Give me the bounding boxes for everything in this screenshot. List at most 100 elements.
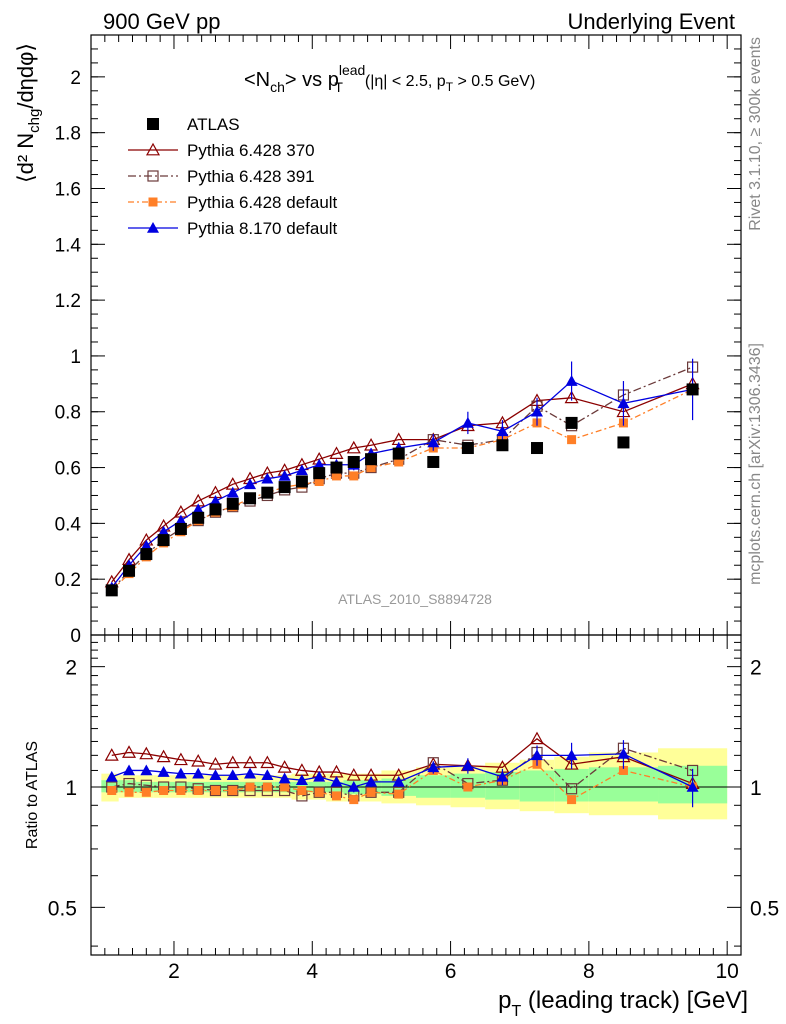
data-point-atlas	[209, 503, 222, 516]
ratio-y-axis-label: Ratio to ATLAS	[24, 741, 41, 849]
series-line-p370	[111, 383, 693, 583]
ratio-point-p8	[261, 769, 274, 781]
ratio-point-p370	[529, 731, 545, 745]
legend-label: Pythia 6.428 370	[187, 141, 315, 160]
data-point-p6def	[314, 477, 324, 487]
ratio-series-p6def	[107, 759, 698, 805]
ratio-frame	[90, 634, 742, 956]
ratio-point-p6def	[159, 786, 169, 796]
legend-item-p6def: Pythia 6.428 default	[128, 193, 338, 212]
data-point-atlas	[261, 486, 274, 499]
data-point-p8	[427, 436, 440, 448]
data-point-p6def	[366, 463, 376, 473]
y-tick-label: 0.8	[55, 403, 81, 424]
data-point-atlas	[686, 383, 699, 396]
data-point-p8	[461, 416, 474, 428]
ratio-y-tick-label-right: 2	[750, 657, 762, 680]
ratio-point-p370	[225, 755, 240, 769]
series-p6def	[107, 384, 698, 595]
ratio-y-tick-label: 2	[65, 657, 77, 680]
ratio-point-p370	[104, 748, 119, 761]
band-inner-rect	[519, 770, 555, 802]
plot-title: <Nch> vs plead T (|η| < 2.5, pT > 0.5 GeV)	[244, 62, 535, 95]
ratio-point-p6def	[366, 787, 376, 797]
data-point-atlas	[531, 442, 544, 455]
data-point-p6def	[567, 435, 577, 445]
y-tick-label: 0.4	[55, 514, 82, 535]
ratio-point-p8	[313, 770, 326, 782]
legend-label: Pythia 8.170 default	[187, 219, 338, 238]
ratio-point-p6def	[314, 787, 324, 797]
ratio-point-p8	[140, 764, 153, 776]
ratio-y-tick-label: 0.5	[48, 897, 77, 920]
ratio-point-p370	[122, 745, 137, 758]
data-point-atlas	[123, 564, 136, 577]
legend-item-p8: Pythia 8.170 default	[128, 219, 338, 238]
series-p370	[104, 376, 700, 588]
ratio-point-p6def	[245, 782, 255, 792]
ratio-point-p8	[105, 770, 118, 782]
header-left: 900 GeV pp	[103, 9, 220, 34]
data-point-p8	[496, 425, 509, 437]
data-point-atlas	[278, 481, 291, 494]
series-line-p391	[111, 366, 693, 591]
ratio-series-p8	[105, 740, 699, 808]
y-tick-label: 1.2	[55, 291, 81, 312]
data-point-p8	[140, 539, 153, 551]
data-point-atlas	[496, 439, 509, 452]
ratio-point-p6def	[262, 782, 272, 792]
ratio-point-p6def	[349, 795, 359, 805]
y-tick-label: 0.6	[55, 459, 81, 480]
data-point-p8	[261, 472, 274, 484]
data-point-atlas	[565, 416, 578, 429]
ratio-point-p6def	[297, 786, 307, 796]
ratio-point-p370	[277, 760, 292, 773]
ratio-point-p8	[531, 749, 544, 761]
x-tick-label: 10	[715, 960, 738, 983]
x-axis-label: pT (leading track) [GeV]	[498, 987, 748, 1020]
y-tick-label: 1.4	[55, 235, 82, 256]
ratio-point-p8	[427, 761, 440, 773]
legend-marker	[147, 170, 159, 182]
data-point-atlas	[192, 511, 205, 524]
x-tick-label: 4	[306, 960, 318, 983]
data-point-atlas	[157, 534, 170, 547]
legend-marker	[145, 142, 161, 156]
y-tick-label: 2	[70, 68, 81, 89]
ratio-point-p8	[565, 749, 578, 761]
data-point-p8	[157, 525, 170, 537]
ratio-y-tick-label: 1	[65, 777, 77, 800]
data-point-atlas	[347, 455, 360, 468]
legend: ATLAS Pythia 6.428 370 Pythia 6.428 391 Pyt…	[128, 115, 338, 238]
legend-label: Pythia 6.428 default	[187, 193, 338, 212]
data-point-atlas	[392, 447, 405, 460]
legend-marker	[147, 222, 159, 233]
data-point-p8	[226, 486, 239, 498]
data-point-p8	[209, 495, 222, 506]
ratio-point-p8	[123, 764, 136, 776]
ratio-y-tick-label-right: 1	[750, 777, 762, 800]
header-right: Underlying Event	[567, 9, 735, 34]
ratio-point-p8	[209, 769, 222, 781]
y-tick-label: 0	[70, 626, 81, 647]
ratio-point-p370	[173, 752, 188, 766]
series-line-p6def	[111, 388, 693, 591]
ratio-point-p6def	[463, 782, 473, 792]
data-point-p6def	[349, 471, 359, 481]
data-point-p370	[346, 440, 361, 454]
data-point-atlas	[295, 475, 308, 488]
data-point-atlas	[226, 497, 239, 510]
y-tick-label: 1	[70, 347, 81, 368]
data-point-atlas	[313, 467, 326, 480]
data-point-p6def	[394, 457, 404, 467]
data-point-p8	[617, 397, 630, 409]
legend-label: Pythia 6.428 391	[187, 167, 315, 186]
ratio-point-p6def	[107, 786, 117, 796]
y-tick-label: 1.6	[55, 179, 81, 200]
data-point-p8	[531, 405, 544, 417]
ratio-point-p8	[330, 775, 343, 787]
ratio-point-p8	[347, 781, 360, 792]
ratio-point-p8	[157, 766, 170, 777]
ratio-point-p8	[174, 767, 187, 779]
